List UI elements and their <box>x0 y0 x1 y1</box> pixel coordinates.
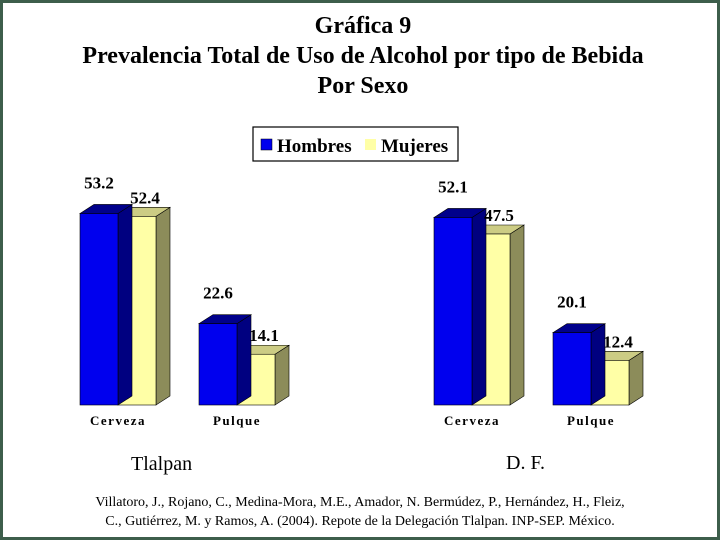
bar-front <box>79 213 119 406</box>
category-label-d-f-cerveza: Cerveza <box>444 413 500 428</box>
title-line-1: Gráfica 9 <box>314 13 412 39</box>
title-line-2: Prevalencia Total de Uso de Alcohol por … <box>82 43 644 69</box>
legend: Hombres Mujeres <box>252 126 459 162</box>
value-label-tlalpan-cerveza-mujeres: 52.4 <box>130 188 160 207</box>
legend-label-hombres: Hombres <box>277 136 352 157</box>
bar-d-f-pulque-hombres <box>551 323 607 406</box>
bar-side <box>471 207 487 406</box>
bar-tlalpan-pulque-hombres <box>197 314 253 406</box>
value-label-d-f-cerveza-hombres: 52.1 <box>438 177 468 196</box>
bar-side <box>274 344 290 406</box>
bar-side <box>155 206 171 406</box>
bar-side <box>628 350 644 406</box>
value-label-tlalpan-pulque-mujeres: 14.1 <box>249 326 279 345</box>
bar-side <box>509 224 525 406</box>
category-label-tlalpan-pulque: Pulque <box>213 413 261 428</box>
bar-front <box>198 323 238 406</box>
title-line-3: Por Sexo <box>317 73 409 99</box>
legend-label-mujeres: Mujeres <box>381 136 448 157</box>
group-label-tlalpan: Tlalpan <box>131 453 193 475</box>
value-label-tlalpan-cerveza-hombres: 53.2 <box>84 173 114 192</box>
bar-tlalpan-cerveza-hombres <box>78 203 134 406</box>
bar-d-f-cerveza-hombres <box>432 207 488 406</box>
value-label-d-f-pulque-mujeres: 12.4 <box>603 332 633 351</box>
value-label-d-f-pulque-hombres: 20.1 <box>557 293 587 312</box>
category-label-tlalpan-cerveza: Cerveza <box>90 413 146 428</box>
value-label-d-f-cerveza-mujeres: 47.5 <box>484 206 514 225</box>
legend-swatch-hombres <box>260 138 273 151</box>
legend-swatch-mujeres <box>365 139 376 150</box>
citation: Villatoro, J., Rojano, C., Medina-Mora, … <box>20 493 700 531</box>
bar-front <box>433 217 473 406</box>
bar-tlalpan-cerveza-mujeres <box>116 206 172 406</box>
bar-side <box>117 203 133 406</box>
legend-box <box>252 126 459 162</box>
category-label-d-f-pulque: Pulque <box>567 413 615 428</box>
value-label-tlalpan-pulque-hombres: 22.6 <box>203 284 233 303</box>
citation-line-2: C., Gutiérrez, M. y Ramos, A. (2004). Re… <box>105 514 615 529</box>
citation-line-1: Villatoro, J., Rojano, C., Medina-Mora, … <box>95 495 625 510</box>
bar-front <box>552 332 592 406</box>
chart-title: Gráfica 9 Prevalencia Total de Uso de Al… <box>3 11 720 101</box>
group-label-df: D. F. <box>506 452 545 474</box>
